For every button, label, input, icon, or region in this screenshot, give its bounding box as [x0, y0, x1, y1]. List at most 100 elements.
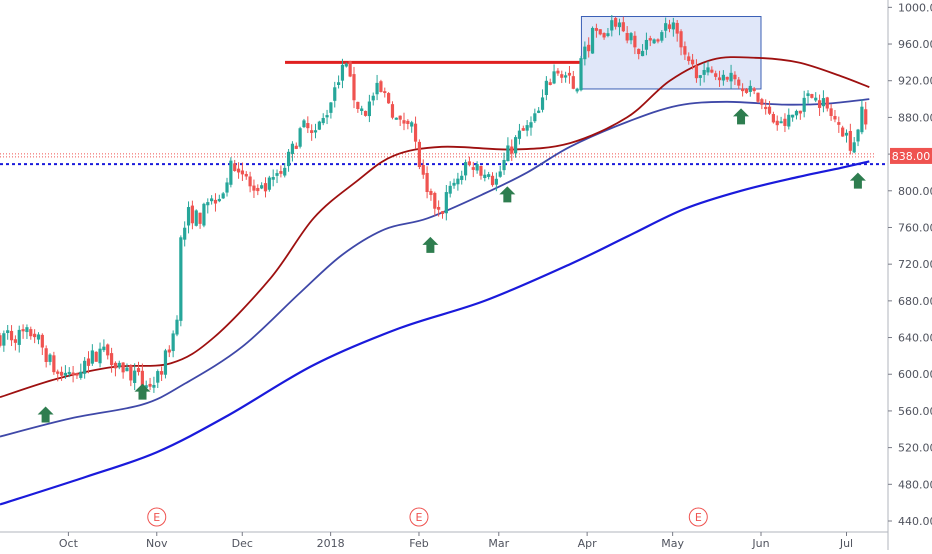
candle-up — [610, 20, 614, 31]
earnings-marker-icon[interactable] — [147, 507, 167, 527]
candle-down — [198, 212, 202, 224]
candle-down — [213, 199, 218, 204]
earnings-marker-icon[interactable] — [688, 507, 708, 527]
candle-down — [633, 35, 637, 48]
price-tick-label: 480.00 — [898, 478, 932, 491]
candle-down — [737, 79, 741, 86]
candle-up — [117, 362, 121, 368]
candle-up — [202, 203, 206, 226]
candle-up — [513, 137, 518, 154]
candle-up — [640, 50, 645, 57]
candle-up — [63, 372, 68, 376]
candle-down — [148, 383, 152, 387]
candle-up — [821, 98, 826, 107]
candle-down — [94, 351, 98, 362]
time-tick-label: Mar — [488, 537, 509, 550]
candle-down — [760, 99, 764, 105]
candle-down — [690, 59, 695, 65]
candle-up — [156, 371, 160, 383]
candle-up — [336, 82, 341, 85]
candle-down — [621, 22, 625, 32]
candle-up — [748, 85, 752, 92]
candle-down — [421, 164, 425, 175]
price-tick-label: 880.00 — [898, 111, 932, 124]
candle-down — [56, 371, 60, 374]
candle-down — [429, 190, 433, 195]
candle-down — [510, 146, 514, 154]
candle-down — [406, 120, 410, 124]
candle-up — [6, 330, 10, 334]
moving-average-line — [0, 160, 870, 506]
candle-up — [660, 32, 664, 41]
candle-up — [283, 167, 287, 176]
candle-down — [75, 373, 79, 376]
candle-up — [302, 120, 306, 128]
candle-up — [779, 121, 783, 124]
candle-up — [313, 130, 318, 133]
candle-up — [298, 128, 302, 147]
horizontal-lines-layer — [0, 60, 885, 166]
candle-down — [637, 48, 641, 55]
candle-down — [725, 76, 729, 80]
up-arrow-icon[interactable] — [499, 186, 516, 203]
candle-down — [567, 72, 572, 76]
candle-up — [537, 110, 541, 113]
candle-down — [310, 130, 314, 133]
up-arrow-icon[interactable] — [849, 172, 866, 189]
candle-up — [698, 75, 702, 78]
candle-down — [9, 330, 14, 341]
candle-up — [552, 71, 556, 84]
candle-down — [810, 94, 814, 98]
last-price-label: 838.00 — [890, 147, 932, 164]
candle-down — [556, 70, 560, 74]
up-arrow-icon[interactable] — [37, 406, 54, 423]
candle-down — [775, 120, 779, 126]
candle-down — [256, 187, 260, 192]
time-tick-label: May — [661, 537, 684, 550]
candle-up — [83, 360, 87, 374]
candle-up — [2, 333, 6, 346]
price-axis[interactable]: 440.00 480.00 520.00 560.00 600.00 640.00 680.… — [888, 1, 932, 528]
candle-down — [687, 56, 691, 62]
candle-up — [271, 177, 275, 180]
candle-down — [752, 88, 756, 92]
arrows-layer — [37, 108, 866, 423]
candle-down — [741, 88, 745, 92]
candle-down — [679, 31, 683, 48]
candle-up — [317, 121, 321, 130]
candle-down — [675, 22, 679, 34]
up-arrow-icon[interactable] — [733, 108, 750, 125]
candle-up — [67, 371, 71, 375]
candle-up — [583, 46, 587, 60]
candle-down — [29, 329, 33, 337]
candle-down — [733, 74, 737, 80]
candle-down — [121, 362, 125, 373]
candle-down — [244, 173, 248, 177]
candle-down — [390, 104, 395, 118]
time-tick-label: 2018 — [317, 537, 345, 550]
up-arrow-icon[interactable] — [422, 236, 439, 253]
candle-up — [463, 162, 468, 176]
candle-down — [783, 118, 787, 126]
price-tick-label: 520.00 — [898, 442, 932, 455]
candle-down — [864, 109, 868, 125]
time-axis[interactable]: Oct Nov Dec 2018 Feb Mar Apr May Jun Jul — [59, 532, 853, 550]
candle-down — [383, 91, 387, 94]
candle-down — [771, 114, 775, 123]
earnings-marker-icon[interactable] — [409, 507, 429, 527]
candle-down — [233, 163, 237, 171]
up-arrow-icon[interactable] — [134, 383, 151, 400]
candle-up — [25, 327, 29, 333]
candle-up — [206, 202, 210, 206]
candle-up — [791, 114, 795, 118]
candle-down — [587, 44, 591, 52]
candle-down — [571, 76, 575, 89]
candle-up — [806, 93, 810, 97]
candle-down — [52, 355, 56, 373]
candle-up — [48, 354, 52, 362]
candle-down — [560, 74, 564, 78]
candle-down — [490, 175, 495, 186]
